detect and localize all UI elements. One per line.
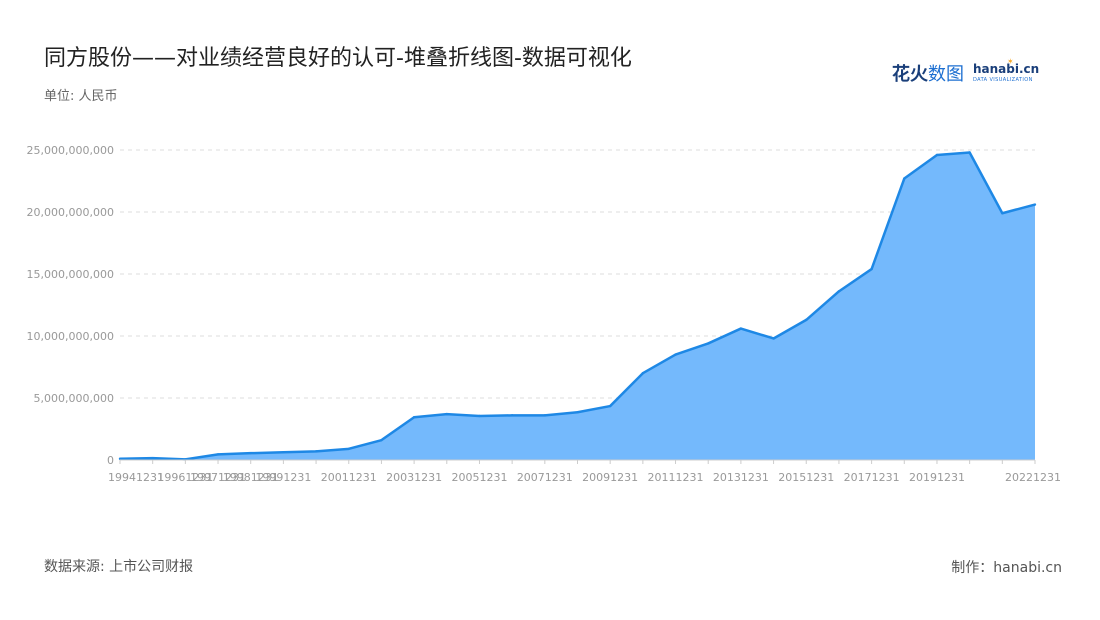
area-layer bbox=[118, 151, 1037, 461]
x-tick-label: 20071231 bbox=[517, 471, 573, 484]
y-tick-label: 0 bbox=[107, 454, 114, 467]
data-point bbox=[380, 438, 383, 442]
data-point bbox=[739, 327, 743, 330]
data-point bbox=[576, 411, 579, 414]
x-tick-label: 20051231 bbox=[451, 471, 507, 484]
data-point bbox=[935, 153, 939, 157]
data-point bbox=[805, 318, 808, 322]
x-tick-label: 19981231 bbox=[223, 471, 279, 484]
logo-tagline: DATA VISUALIZATION bbox=[973, 77, 1033, 83]
data-point bbox=[412, 416, 416, 419]
data-point bbox=[445, 412, 448, 416]
data-point bbox=[478, 414, 481, 418]
data-point bbox=[314, 450, 318, 453]
data-point bbox=[674, 353, 677, 356]
credit: 制作：hanabi.cn bbox=[951, 560, 1062, 576]
x-tick-label: 19971231 bbox=[190, 471, 246, 484]
data-point bbox=[543, 414, 547, 417]
y-axis-labels: 0 5,000,000,000 10,000,000,000 15,000,000,0… bbox=[27, 144, 114, 467]
x-tick-label: 20131231 bbox=[713, 471, 769, 484]
data-point bbox=[968, 151, 971, 154]
x-tick-label: 19961231 bbox=[157, 471, 213, 484]
data-point bbox=[249, 451, 252, 455]
data-point bbox=[216, 453, 220, 456]
x-tick-label: 20031231 bbox=[386, 471, 442, 484]
x-tick-label: 20111231 bbox=[648, 471, 704, 484]
data-point bbox=[837, 290, 841, 293]
data-point bbox=[151, 456, 154, 460]
y-tick-label: 10,000,000,000 bbox=[27, 330, 114, 343]
data-point bbox=[510, 414, 514, 417]
logo-en: hanabi.cn bbox=[973, 62, 1040, 76]
data-point bbox=[118, 457, 122, 460]
x-tick-label: 20171231 bbox=[844, 471, 900, 484]
logo-cn-light: 数图 bbox=[928, 64, 964, 85]
logo-cn: 花火数图 bbox=[892, 60, 964, 86]
data-point bbox=[772, 337, 775, 340]
y-tick-label: 20,000,000,000 bbox=[27, 206, 114, 219]
x-tick-label: 19941231 bbox=[108, 471, 164, 484]
data-point bbox=[1001, 212, 1004, 215]
y-tick-label: 5,000,000,000 bbox=[34, 392, 114, 405]
series-area-fill bbox=[120, 152, 1035, 461]
x-axis: 1994123119961231199712311998123119991231… bbox=[108, 459, 1061, 484]
data-point bbox=[707, 342, 710, 345]
x-tick-label: 19991231 bbox=[255, 471, 311, 484]
y-tick-label: 15,000,000,000 bbox=[27, 268, 114, 281]
logo-spark-icon: ✶ bbox=[1007, 57, 1014, 66]
data-point bbox=[903, 177, 906, 180]
logo-cn-bold: 花火 bbox=[892, 64, 928, 85]
data-point bbox=[641, 372, 645, 375]
chart-title: 同方股份——对业绩经营良好的认可-堆叠折线图-数据可视化 bbox=[44, 46, 632, 71]
hanabi-logo: 花火数图 hanabi.cn DATA VISUALIZATION ✶ bbox=[892, 57, 1042, 88]
data-point bbox=[347, 447, 350, 451]
x-tick-label: 20221231 bbox=[1005, 471, 1061, 484]
y-tick-label: 25,000,000,000 bbox=[27, 144, 114, 157]
data-point bbox=[1033, 203, 1037, 206]
data-point bbox=[282, 451, 285, 454]
x-tick-label: 20191231 bbox=[909, 471, 965, 484]
unit-label: 单位: 人民币 bbox=[44, 89, 118, 104]
data-source: 数据来源: 上市公司财报 bbox=[44, 559, 194, 575]
data-point bbox=[870, 267, 873, 271]
x-tick-label: 20011231 bbox=[321, 471, 377, 484]
x-tick-label: 20151231 bbox=[778, 471, 834, 484]
x-tick-label: 20091231 bbox=[582, 471, 638, 484]
data-point bbox=[608, 404, 612, 408]
